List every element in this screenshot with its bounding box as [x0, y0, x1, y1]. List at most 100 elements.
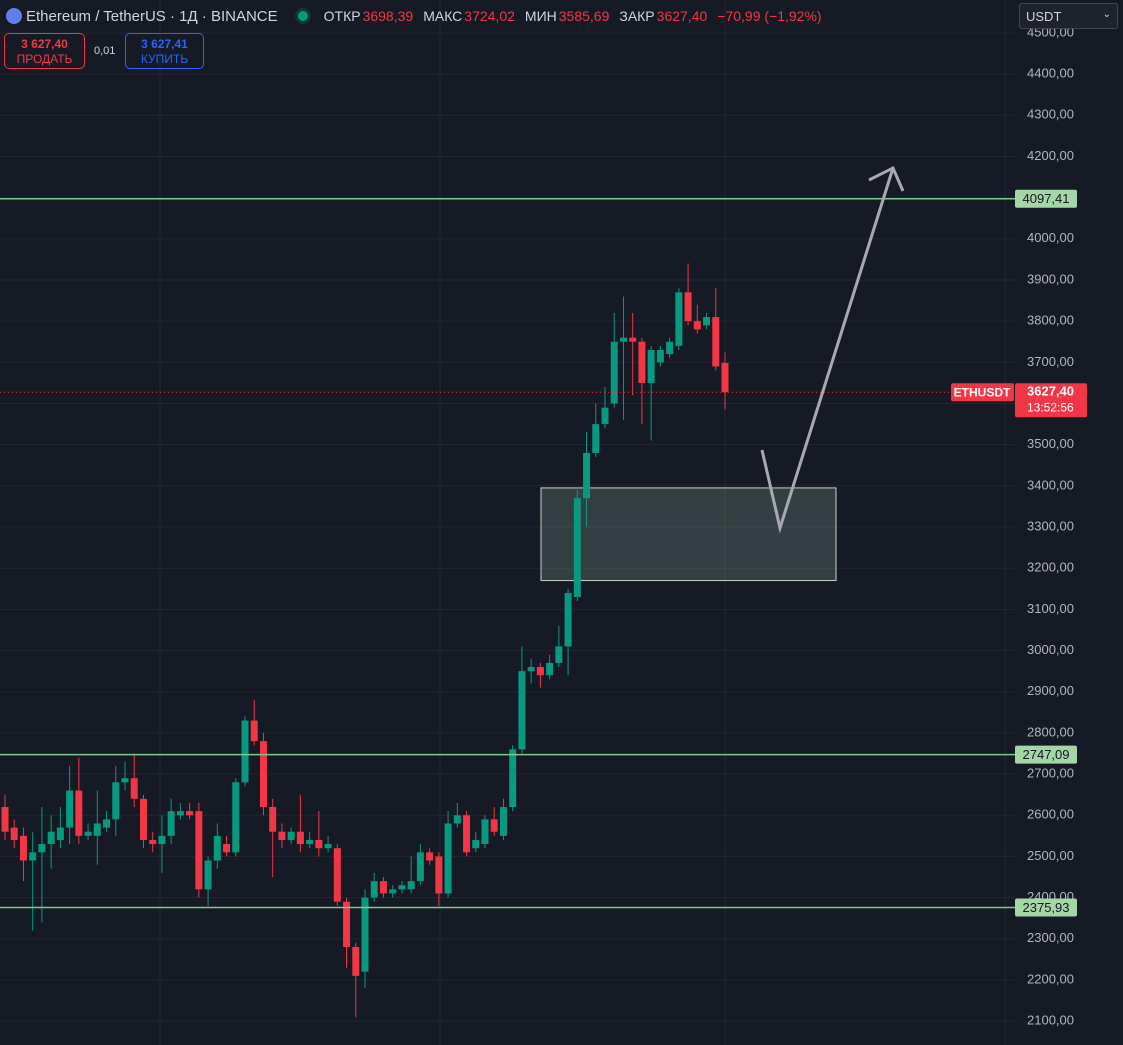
change: −70,99 (−1,92%)	[717, 8, 822, 24]
candle-body	[721, 362, 729, 393]
candle-body	[213, 835, 221, 861]
spread: 0,01	[94, 45, 116, 57]
sell-price: 3 627,40	[21, 37, 68, 51]
candle-body	[472, 839, 480, 849]
candle-body	[223, 844, 231, 853]
sell-label: ПРОДАТЬ	[16, 52, 73, 66]
ohlc-name: ОТКР	[323, 7, 361, 24]
y-tick-label: 3500,00	[1027, 436, 1074, 451]
candle-body	[592, 424, 600, 453]
y-tick-label: 3400,00	[1027, 477, 1074, 492]
candle-body	[149, 839, 157, 845]
candle-body	[693, 321, 701, 330]
y-tick-label: 3800,00	[1027, 313, 1074, 328]
candle-body	[47, 831, 55, 845]
candle-body	[638, 341, 646, 383]
candle-body	[259, 741, 267, 808]
candle-body	[398, 885, 406, 890]
candle-body	[278, 831, 286, 840]
candle-body	[703, 317, 711, 326]
level-tag: 2747,09	[1023, 747, 1070, 762]
candle-body	[121, 778, 129, 783]
buy-button[interactable]: 3 627,41 КУПИТЬ	[125, 33, 204, 69]
candle-body	[204, 860, 212, 890]
candle-body	[426, 852, 434, 861]
y-tick-label: 3200,00	[1027, 560, 1074, 575]
candle-body	[546, 662, 554, 676]
ohlc-value: 3698,39	[362, 7, 414, 24]
candle-body	[333, 848, 341, 902]
candle-body	[463, 815, 471, 853]
candle-body	[490, 819, 498, 832]
arrow	[760, 167, 895, 534]
candle-body	[84, 831, 92, 836]
y-tick-label: 4400,00	[1027, 66, 1074, 81]
candle-body	[250, 720, 258, 742]
candle-body	[656, 349, 664, 363]
candle-body	[684, 292, 692, 322]
candle-body	[573, 498, 581, 598]
candle-body	[195, 811, 203, 890]
candle-body	[518, 671, 526, 750]
candle-body	[370, 881, 378, 898]
y-tick-label: 2300,00	[1027, 930, 1074, 945]
candle-body	[629, 337, 637, 342]
candle-body	[306, 839, 314, 845]
candle-body	[647, 349, 655, 383]
ohlc-value: 3724,02	[464, 7, 515, 24]
arrow-head	[868, 165, 905, 192]
ohlc-name: МИН	[524, 7, 557, 24]
y-tick-label: 2900,00	[1027, 683, 1074, 698]
chevron: ⌄	[1102, 9, 1111, 20]
candle-body	[389, 889, 397, 894]
zone	[540, 487, 837, 582]
y-tick-label: 2700,00	[1027, 766, 1074, 781]
candle-body	[103, 819, 111, 828]
y-tick-label: 2500,00	[1027, 848, 1074, 863]
y-tick-label: 4300,00	[1027, 107, 1074, 122]
symbol-tag-bg	[951, 383, 1014, 402]
candle-body	[444, 823, 452, 894]
y-tick-label: 3000,00	[1027, 642, 1074, 657]
sell-button[interactable]: 3 627,40 ПРОДАТЬ	[4, 33, 85, 69]
candle-body	[343, 901, 351, 948]
candle-body	[56, 827, 64, 840]
candle-body	[139, 798, 147, 840]
candle-body	[269, 807, 277, 832]
candle-body	[19, 835, 27, 861]
candle-body	[666, 341, 674, 355]
candle-body	[158, 835, 166, 845]
h-grid	[0, 32, 1015, 1022]
y-tick-label: 3100,00	[1027, 601, 1074, 616]
candle-body	[481, 819, 489, 845]
y-tick-label: 3900,00	[1027, 271, 1074, 286]
y-tick-label: 4000,00	[1027, 230, 1074, 245]
candle-body	[10, 827, 18, 840]
candle-body	[324, 844, 332, 849]
candle-body	[499, 807, 507, 836]
candle-body	[435, 856, 443, 894]
candle-body	[241, 720, 249, 783]
candle-body	[186, 811, 194, 816]
candle-body	[610, 341, 618, 404]
symbol: Ethereum / TetherUS · 1Д · BINANCE	[26, 7, 278, 25]
candle-body	[38, 844, 46, 853]
header: Ethereum / TetherUS · 1Д · BINANCE ОТКР 3…	[0, 0, 1010, 32]
candles	[1, 263, 729, 1018]
y-tick-label: 2100,00	[1027, 1013, 1074, 1028]
buy-price: 3 627,41	[141, 37, 188, 51]
candle-body	[93, 823, 101, 836]
candle-body	[453, 815, 461, 824]
coin-icon	[6, 8, 22, 24]
ohlc-value: 3585,69	[558, 7, 610, 24]
candle-body	[509, 749, 517, 808]
candle-body	[232, 782, 240, 853]
countdown: 13:52:56	[1027, 400, 1074, 414]
candle-body	[601, 407, 609, 425]
candle-body	[407, 881, 415, 890]
currency-select[interactable]: USDT ⌄	[1019, 3, 1118, 29]
price-tag: 3627,40	[1027, 384, 1074, 399]
y-tick-label: 3300,00	[1027, 518, 1074, 533]
